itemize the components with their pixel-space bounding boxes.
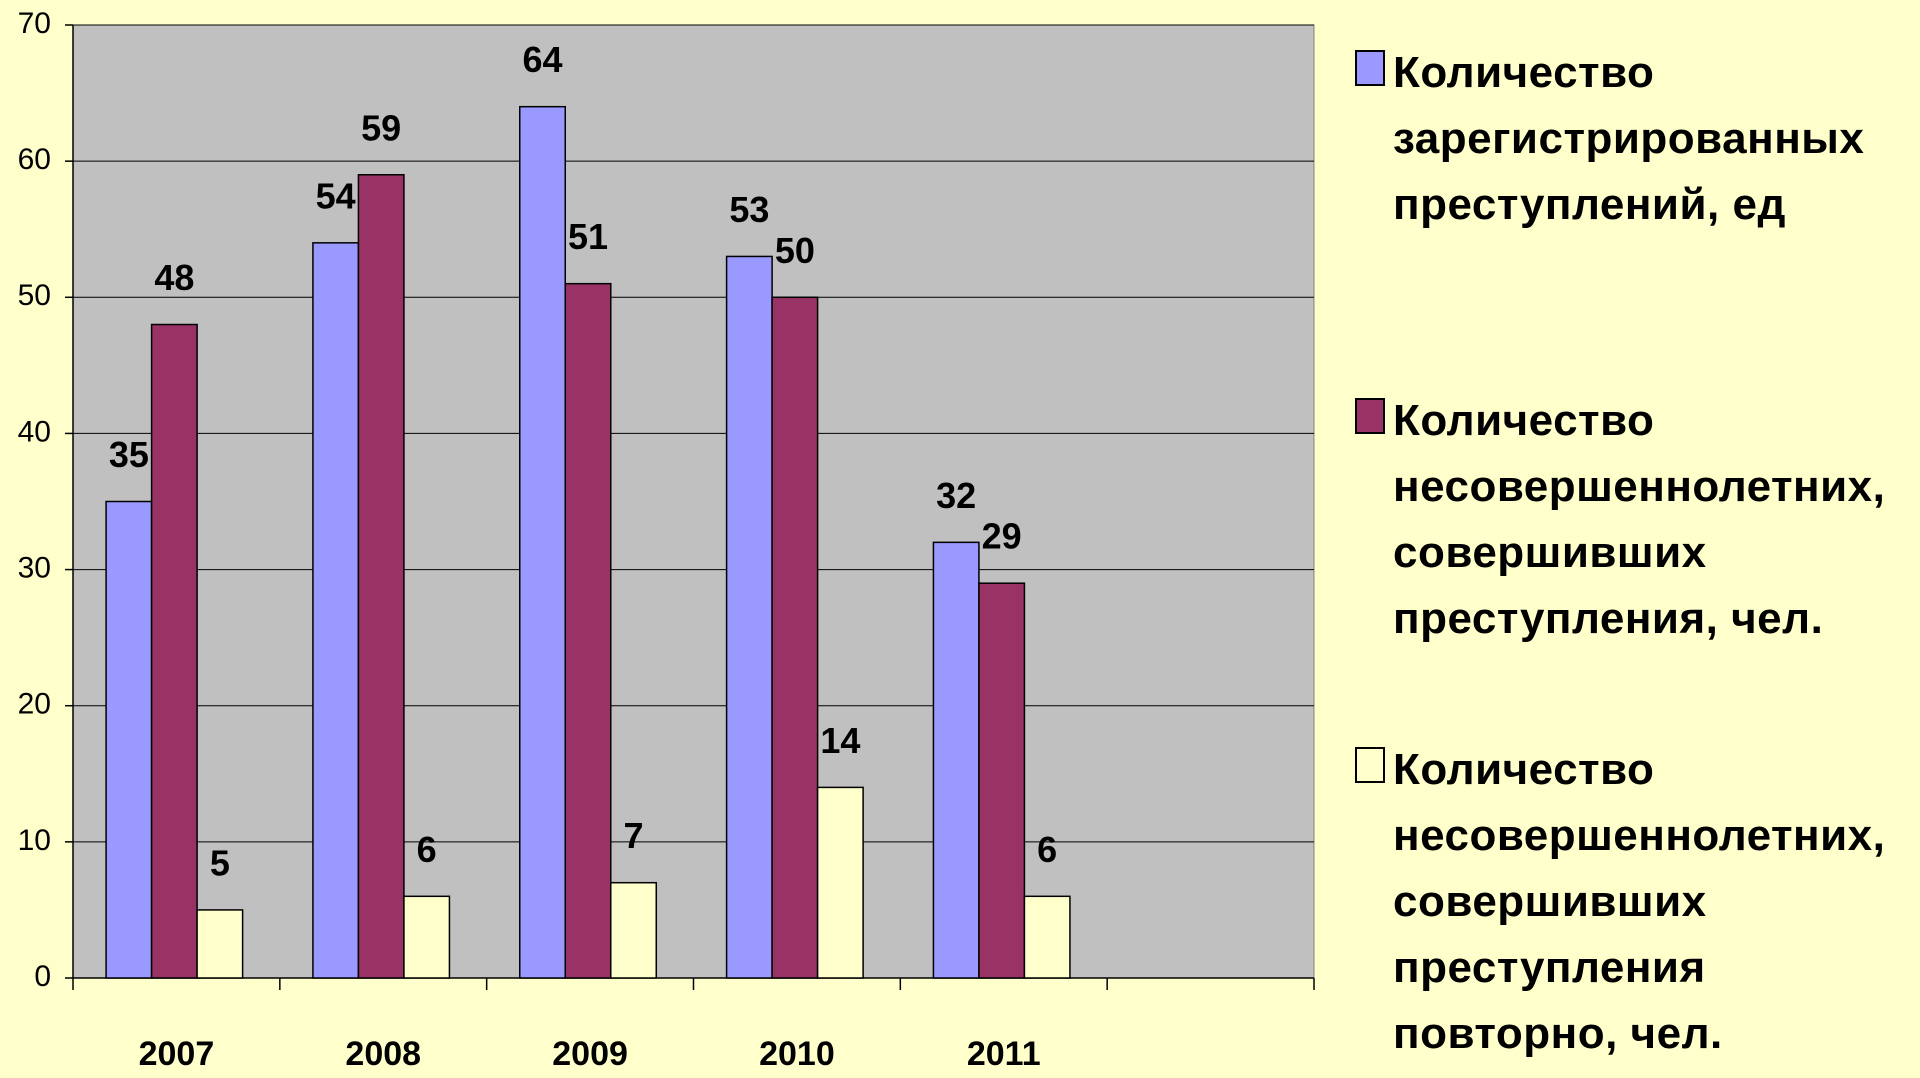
bar [932, 541, 980, 979]
legend-swatch [1355, 747, 1385, 783]
data-label: 54 [316, 175, 356, 216]
bar [519, 105, 567, 979]
data-label: 7 [624, 815, 644, 856]
data-label: 32 [936, 475, 976, 516]
data-label: 14 [820, 720, 860, 761]
data-label: 51 [568, 216, 608, 257]
legend-label: Количество зарегистрированных преступлен… [1393, 48, 1865, 229]
legend-swatch [1355, 398, 1385, 434]
x-tick-label: 2010 [759, 1035, 835, 1073]
bar [1023, 895, 1071, 979]
y-tick-label: 20 [18, 688, 51, 721]
x-tick-label: 2011 [967, 1035, 1041, 1073]
y-tick-label: 10 [18, 824, 51, 857]
legend-label: Количество несовершеннолетних, совершивш… [1393, 745, 1886, 1058]
legend-label: Количество несовершеннолетних, совершивш… [1393, 396, 1886, 643]
data-label: 64 [522, 39, 562, 80]
plot-area [72, 24, 1315, 979]
bar [150, 323, 198, 979]
data-label: 6 [417, 829, 437, 870]
bar [978, 582, 1026, 979]
data-label: 50 [775, 230, 815, 271]
bar [196, 909, 244, 979]
y-tick-label: 70 [18, 7, 51, 40]
bar [816, 786, 864, 979]
bar [403, 895, 451, 979]
bar [564, 282, 612, 979]
bar [771, 296, 819, 979]
y-tick-label: 50 [18, 279, 51, 312]
legend-swatch [1355, 50, 1385, 86]
bar [357, 174, 405, 979]
data-label: 35 [109, 434, 149, 475]
y-tick-label: 30 [18, 551, 51, 584]
data-label: 29 [982, 516, 1022, 557]
data-label: 53 [729, 189, 769, 230]
bar [725, 255, 773, 979]
y-tick-label: 0 [34, 960, 51, 993]
y-tick-label: 60 [18, 143, 51, 176]
bar [105, 500, 153, 979]
x-tick-label: 2009 [552, 1035, 628, 1073]
data-label: 48 [154, 257, 194, 298]
data-label: 59 [361, 107, 401, 148]
data-label: 6 [1037, 829, 1057, 870]
bar [610, 881, 658, 979]
bar [312, 242, 360, 979]
x-tick-label: 2007 [139, 1035, 215, 1073]
y-tick-label: 40 [18, 415, 51, 448]
data-label: 5 [210, 842, 230, 883]
x-tick-label: 2008 [345, 1035, 421, 1073]
